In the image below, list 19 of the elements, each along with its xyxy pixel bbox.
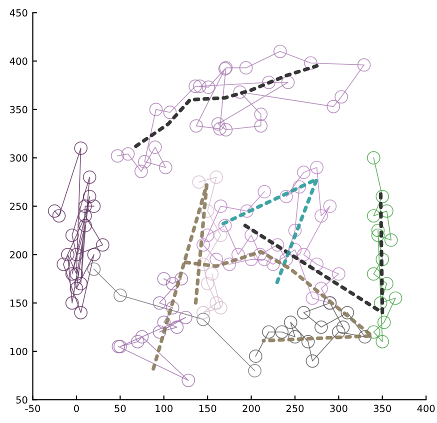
y-tick-label: 200 — [10, 251, 28, 258]
x-tick-label: 300 — [330, 404, 348, 412]
y-tick-label: 100 — [10, 348, 28, 356]
x-tick-label: 50 — [114, 404, 126, 412]
y-tick-label: 350 — [10, 106, 28, 114]
x-tick-label: 150 — [199, 404, 216, 412]
y-tick-label: 300 — [10, 154, 28, 162]
x-tick-label: -50 — [25, 404, 40, 412]
x-tick-label: 250 — [286, 404, 304, 412]
x-tick-label: 0 — [74, 404, 79, 412]
y-tick-label: 450 — [10, 9, 28, 17]
x-tick-label: 350 — [374, 404, 392, 412]
y-tick-label: 250 — [10, 202, 28, 210]
y-tick-label: 150 — [10, 299, 28, 307]
x-tick-label: 200 — [242, 404, 260, 412]
x-tick-label: 400 — [417, 404, 435, 412]
y-tick-label: 400 — [10, 58, 28, 65]
y-tick-label: 50 — [16, 396, 28, 404]
x-tick-label: 100 — [156, 404, 173, 412]
